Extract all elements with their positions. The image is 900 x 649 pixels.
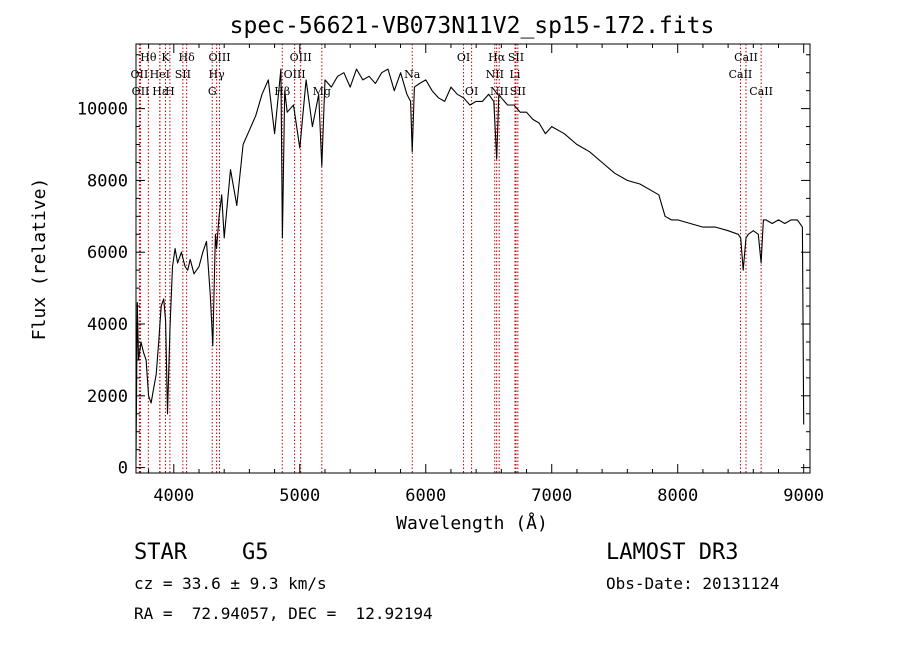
line-label-4: HeI xyxy=(150,68,170,81)
line-label-12: OIII xyxy=(290,51,312,64)
line-label-2: OII xyxy=(132,85,150,98)
survey-name: LAMOST DR3 xyxy=(606,540,739,565)
x-tick-label-4: 8000 xyxy=(657,486,698,506)
y-tick-label-1: 2000 xyxy=(87,387,128,407)
y-tick-label-4: 8000 xyxy=(87,171,128,191)
line-label-10: Hγ xyxy=(209,68,226,81)
coordinates-text: RA = 72.94057, DEC = 12.92194 xyxy=(134,604,433,623)
y-tick-label-0: 0 xyxy=(118,459,128,479)
line-label-26: CaII xyxy=(729,68,753,81)
spectrum-line xyxy=(135,68,805,461)
line-label-25: CaII xyxy=(734,51,758,64)
x-tick-label-0: 4000 xyxy=(153,486,194,506)
line-label-1: OII xyxy=(131,68,149,81)
x-tick-label-2: 6000 xyxy=(405,486,446,506)
line-label-27: CaII xyxy=(749,85,773,98)
obs-date-text: Obs-Date: 20131124 xyxy=(606,574,780,593)
line-label-8: Hδ xyxy=(179,51,196,64)
object-subclass: G5 xyxy=(242,540,269,565)
plot-frame xyxy=(135,43,811,474)
y-axis: 0 2000 4000 6000 8000 10000 xyxy=(77,54,810,479)
line-label-18: OI xyxy=(465,85,478,98)
object-class: STAR xyxy=(134,540,187,565)
x-axis: 4000 5000 6000 7000 8000 9000 xyxy=(148,44,824,506)
line-label-9: OIII xyxy=(208,51,230,64)
chart-title: spec-56621-VB073N11V2_sp15-172.fits xyxy=(230,13,715,39)
line-label-23: NII xyxy=(490,85,508,98)
y-tick-label-5: 10000 xyxy=(77,100,128,120)
line-label-11: G xyxy=(208,85,217,98)
line-label-0: Hθ xyxy=(140,51,157,64)
line-label-21: NII xyxy=(486,68,504,81)
line-label-19: Hα xyxy=(488,51,506,64)
y-tick-label-3: 6000 xyxy=(87,243,128,263)
x-tick-label-3: 7000 xyxy=(531,486,572,506)
x-tick-label-1: 5000 xyxy=(279,486,320,506)
y-tick-label-2: 4000 xyxy=(87,315,128,335)
spectral-line-markers xyxy=(138,44,762,473)
redshift-text: cz = 33.6 ± 9.3 km/s xyxy=(134,574,327,593)
line-label-24: SII xyxy=(510,85,526,98)
line-label-6: SII xyxy=(175,68,191,81)
line-label-3: K xyxy=(161,51,170,64)
line-label-7: H xyxy=(165,85,175,98)
line-label-16: Na xyxy=(404,68,421,81)
line-label-20: SII xyxy=(508,51,524,64)
spectrum-series xyxy=(135,68,805,461)
line-label-14: Hβ xyxy=(274,85,290,98)
line-label-5: Hε xyxy=(152,85,168,98)
line-label-15: Mg xyxy=(313,85,331,98)
line-label-17: OI xyxy=(457,51,470,64)
x-axis-label: Wavelength (Å) xyxy=(396,512,548,534)
y-axis-label: Flux (relative) xyxy=(29,178,50,341)
x-tick-label-5: 9000 xyxy=(783,486,824,506)
line-label-22: Li xyxy=(510,68,521,81)
line-label-13: OIII xyxy=(284,68,306,81)
